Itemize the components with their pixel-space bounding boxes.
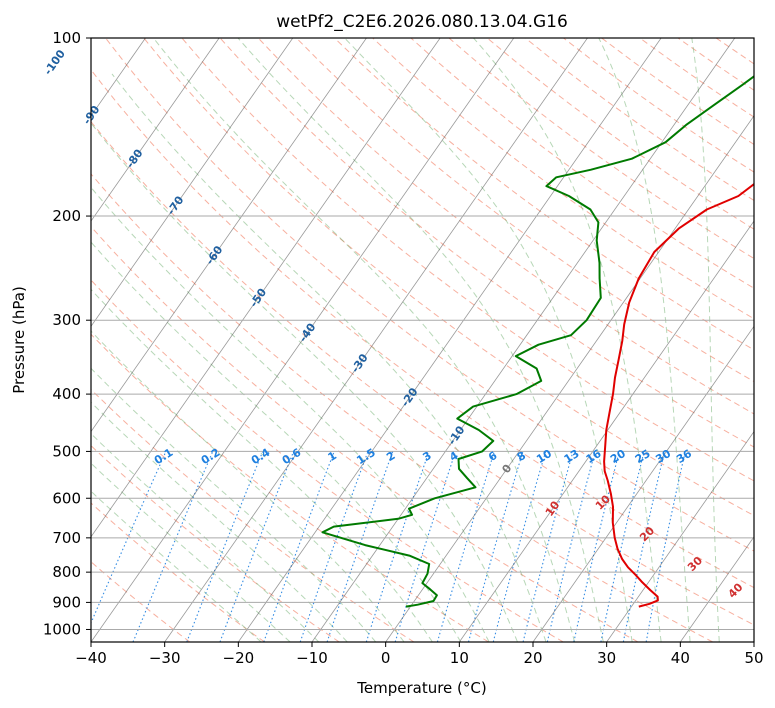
mixing-ratio-line <box>326 451 394 642</box>
x-tick-label: 40 <box>671 649 690 667</box>
isotherm-line <box>311 38 736 642</box>
isotherm-line <box>532 325 754 642</box>
dry-adiabat-line <box>91 279 564 642</box>
isotherm-line <box>606 430 754 642</box>
series-layer <box>321 75 754 608</box>
mixing-ratio-line <box>436 451 495 642</box>
mixing-ratio-line <box>522 451 574 642</box>
dry-adiabat-line <box>296 38 754 383</box>
x-axis-ticks: −40 −30 −20 −10 0 10 20 30 40 50 <box>75 642 764 667</box>
x-tick-label: −10 <box>296 649 328 667</box>
dewpoint-profile-line <box>321 75 754 608</box>
moist-adiabat-line <box>237 38 604 642</box>
dry-adiabat-line <box>410 38 754 289</box>
background-lines <box>91 38 775 642</box>
isotherm-line <box>680 536 754 642</box>
moist-adiabat-line <box>111 73 547 642</box>
dry-adiabat-line <box>91 502 265 642</box>
isotherm-line <box>91 38 367 433</box>
mixing-ratio-line <box>573 451 620 642</box>
moist-adiabat-line <box>153 38 576 642</box>
moist-adiabat-line <box>691 38 720 642</box>
isotherm-line <box>459 220 754 642</box>
isotherm-line <box>385 115 754 642</box>
moist-adiabat-line <box>91 288 433 642</box>
y-tick-label: 400 <box>52 385 81 403</box>
x-tick-label: 50 <box>744 649 763 667</box>
mixing-ratio-line <box>132 451 214 642</box>
x-tick-label: 10 <box>450 649 469 667</box>
x-tick-label: −40 <box>75 649 107 667</box>
x-tick-label: 30 <box>597 649 616 667</box>
dry-adiabat-line <box>219 38 754 448</box>
y-tick-label: 600 <box>52 489 81 507</box>
isotherm-line <box>91 38 515 642</box>
dry-adiabat-line <box>91 120 754 626</box>
x-tick-label: −20 <box>223 649 255 667</box>
moist-adiabat-line <box>344 38 633 642</box>
y-tick-label: 800 <box>52 563 81 581</box>
moist-adiabat-line <box>91 367 377 642</box>
y-axis-label: Pressure (hPa) <box>10 286 28 394</box>
mixing-ratio-line <box>546 451 596 642</box>
mixing-ratio-line <box>91 451 167 625</box>
isotherm-line <box>753 641 754 642</box>
y-tick-label: 300 <box>52 311 81 329</box>
mixing-ratio-line <box>467 451 524 642</box>
moist-adiabat-line <box>91 122 518 642</box>
temperature-profile-line <box>603 182 754 608</box>
y-tick-label: 500 <box>52 442 81 460</box>
mixing-ratio-line <box>365 451 430 642</box>
x-tick-label: 20 <box>523 649 542 667</box>
plot-frame <box>90 37 755 643</box>
mixing-ratio-line <box>299 451 369 642</box>
y-tick-label: 1000 <box>43 620 81 638</box>
dry-adiabat-line <box>91 333 489 642</box>
isotherm-label: -100 <box>41 47 68 77</box>
dry-adiabat-line <box>91 173 713 642</box>
chart-title: wetPf2_C2E6.2026.080.13.04.G16 <box>276 12 568 32</box>
isotherm-line <box>238 38 662 642</box>
isotherm-line <box>91 38 220 222</box>
isotherm-line <box>91 38 294 327</box>
y-tick-label: 100 <box>52 29 81 47</box>
mixing-ratio-line <box>263 451 335 642</box>
moist-adiabat-line <box>598 38 691 642</box>
dry-adiabat-line <box>754 38 775 642</box>
dry-adiabat-line <box>143 38 754 517</box>
moist-adiabat-line <box>91 241 462 642</box>
plot-background <box>91 38 754 642</box>
x-tick-label: −30 <box>149 649 181 667</box>
x-tick-label: 0 <box>381 649 391 667</box>
y-tick-label: 200 <box>52 207 81 225</box>
y-tick-label: 900 <box>52 593 81 611</box>
dry-adiabat-line <box>105 38 754 552</box>
mixing-ratio-line <box>219 451 295 642</box>
dry-adiabat-line <box>91 68 754 589</box>
isotherm-line <box>91 38 441 538</box>
moist-adiabat-line <box>91 462 291 642</box>
isotherm-line <box>164 38 588 642</box>
y-tick-label: 700 <box>52 529 81 547</box>
mixing-ratio-line <box>186 451 264 642</box>
x-axis-label: Temperature (°C) <box>356 679 486 697</box>
dry-adiabat-line <box>257 38 754 415</box>
y-axis-ticks: 100 200 300 400 500 600 700 800 900 1000 <box>43 29 91 638</box>
